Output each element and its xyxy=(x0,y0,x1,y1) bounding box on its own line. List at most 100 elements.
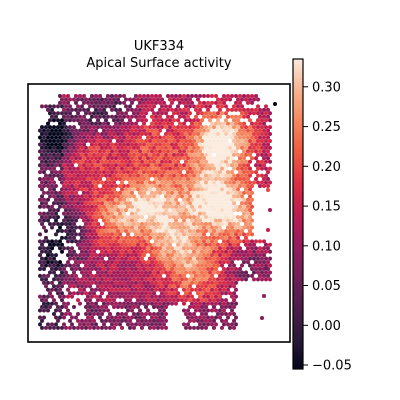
spot xyxy=(190,211,194,216)
spot xyxy=(174,94,178,98)
spot xyxy=(142,280,146,285)
spot xyxy=(178,246,182,251)
spot xyxy=(96,118,100,123)
spot xyxy=(56,263,60,268)
spot xyxy=(236,97,240,102)
spot xyxy=(72,270,76,275)
spot xyxy=(224,222,228,227)
spot xyxy=(140,277,144,282)
spot xyxy=(72,118,76,123)
spot xyxy=(230,135,234,140)
spot xyxy=(192,194,196,199)
spot xyxy=(150,183,154,188)
spot xyxy=(170,142,174,147)
spot xyxy=(42,156,46,161)
spot xyxy=(124,208,128,213)
spot xyxy=(62,121,66,126)
spot xyxy=(214,156,218,161)
spot xyxy=(234,239,238,244)
spot xyxy=(52,194,56,199)
spot xyxy=(246,211,250,216)
spot xyxy=(228,263,232,268)
spot xyxy=(58,239,62,244)
spot xyxy=(146,322,150,327)
spot xyxy=(212,222,216,227)
spot xyxy=(264,159,268,164)
spot xyxy=(38,294,42,299)
spot xyxy=(90,239,94,244)
spot xyxy=(150,218,154,223)
spot xyxy=(238,177,242,182)
spot xyxy=(222,211,226,216)
spot xyxy=(198,246,202,251)
spot xyxy=(52,104,56,109)
spot xyxy=(204,325,208,330)
spot xyxy=(88,249,92,254)
spot xyxy=(192,318,196,323)
spot xyxy=(52,159,56,164)
spot xyxy=(230,260,234,265)
spot xyxy=(196,256,200,261)
spot xyxy=(84,277,88,282)
spot xyxy=(132,291,136,296)
spot xyxy=(68,284,72,289)
spot xyxy=(100,291,104,296)
spot xyxy=(138,225,142,230)
spot xyxy=(216,118,220,123)
spot xyxy=(190,170,194,175)
spot xyxy=(262,260,266,265)
spot xyxy=(84,152,88,157)
spot xyxy=(182,142,186,147)
spot xyxy=(64,180,68,185)
spot xyxy=(124,318,128,323)
spot xyxy=(224,145,228,150)
spot xyxy=(162,156,166,161)
spot xyxy=(54,287,58,292)
spot xyxy=(116,284,120,289)
spot xyxy=(250,94,254,98)
spot xyxy=(108,270,112,275)
spot xyxy=(186,308,190,313)
spot xyxy=(48,256,52,261)
spot xyxy=(60,194,64,199)
spot xyxy=(44,256,48,261)
spot xyxy=(98,267,102,271)
spot xyxy=(46,142,50,147)
spot xyxy=(232,242,236,247)
spot xyxy=(158,232,162,237)
spot xyxy=(232,291,236,296)
spot xyxy=(244,201,248,206)
spot xyxy=(172,152,176,157)
spot xyxy=(130,322,134,327)
spot xyxy=(46,128,50,133)
spot xyxy=(212,208,216,213)
spot xyxy=(112,201,116,206)
spot xyxy=(174,280,178,285)
spot xyxy=(112,97,116,102)
spot xyxy=(72,201,76,206)
spot xyxy=(48,305,52,310)
spot xyxy=(218,308,222,313)
spot xyxy=(250,267,254,271)
spot xyxy=(64,263,68,268)
spot xyxy=(214,114,218,119)
spot xyxy=(86,301,90,306)
spot xyxy=(248,187,252,192)
spot xyxy=(238,246,242,251)
spot xyxy=(184,104,188,109)
spot xyxy=(196,187,200,192)
spot xyxy=(144,132,148,137)
spot xyxy=(168,291,172,296)
spot xyxy=(100,235,104,240)
spot xyxy=(162,239,166,244)
spot xyxy=(176,291,180,296)
spot xyxy=(94,225,98,230)
spot xyxy=(196,132,200,137)
spot xyxy=(74,273,78,278)
spot xyxy=(232,118,236,123)
spot xyxy=(120,166,124,171)
spot xyxy=(266,156,270,161)
spot xyxy=(86,246,90,251)
spot xyxy=(166,128,170,133)
spot xyxy=(166,183,170,188)
